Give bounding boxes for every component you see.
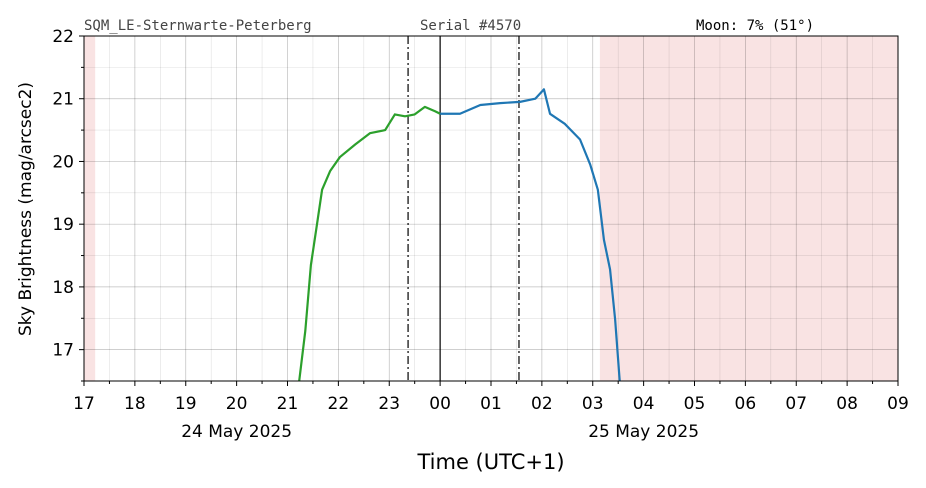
x-tick-label: 17 (73, 394, 95, 414)
date-label: 24 May 2025 (181, 422, 292, 442)
y-tick-label: 20 (52, 152, 74, 172)
plot-frame (83, 35, 899, 382)
y-tick-label: 17 (52, 341, 74, 361)
data-line (298, 105, 441, 382)
x-tick-label: 03 (582, 394, 604, 414)
x-tick-label: 07 (785, 394, 807, 414)
x-tick-label: 05 (684, 394, 706, 414)
x-tick-label: 21 (277, 394, 299, 414)
date-label: 25 May 2025 (588, 422, 699, 442)
x-tick-label: 08 (836, 394, 858, 414)
data-line (440, 88, 621, 382)
y-tick-label: 21 (52, 90, 74, 110)
x-tick-label: 09 (887, 394, 909, 414)
x-tick-label: 00 (429, 394, 451, 414)
x-tick-label: 06 (735, 394, 757, 414)
x-axis-label: Time (UTC+1) (416, 450, 564, 474)
x-tick-label: 04 (633, 394, 655, 414)
x-tick-label: 19 (175, 394, 197, 414)
y-tick-label: 19 (52, 215, 74, 235)
x-tick-label: 23 (378, 394, 400, 414)
x-tick-label: 01 (480, 394, 502, 414)
moon-info: Moon: 7% (51°) (696, 18, 814, 34)
x-tick-label: 20 (226, 394, 248, 414)
y-axis-label: Sky Brightness (mag/arcsec2) (16, 82, 36, 336)
x-tick-label: 22 (328, 394, 350, 414)
y-tick-label: 18 (52, 278, 74, 298)
shaded-region (599, 36, 898, 381)
x-tick-label: 18 (124, 394, 146, 414)
site-name: SQM_LE-Sternwarte-Peterberg (84, 18, 312, 34)
y-tick-label: 22 (52, 27, 74, 47)
serial: Serial #4570 (420, 18, 521, 34)
x-tick-label: 02 (531, 394, 553, 414)
shaded-region (84, 36, 96, 381)
